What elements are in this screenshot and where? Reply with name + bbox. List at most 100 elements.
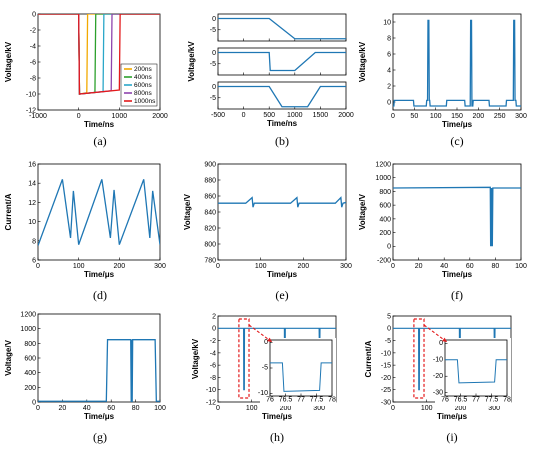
c-caption: (c) xyxy=(450,134,463,148)
e-xtick-label-3: 300 xyxy=(340,263,352,270)
a-xtick-label-2: 1000 xyxy=(112,113,128,120)
a-legend-label-3: 800ns xyxy=(134,90,152,97)
f-xtick-label-4: 80 xyxy=(492,263,500,270)
f-xtick-label-0: 0 xyxy=(391,263,395,270)
a-legend-label-4: 1000ns xyxy=(134,98,156,105)
b-panel0-ytick-label-1: -5 xyxy=(210,27,216,34)
h-inset-ytick-label-0: 0 xyxy=(264,339,268,346)
e-ylabel: Voltage/V xyxy=(183,193,192,230)
i-ytick-label-7: -30 xyxy=(381,399,391,406)
c-ytick-label-0: 0 xyxy=(387,99,391,106)
i-inset-series-0 xyxy=(445,359,507,384)
i-zoom-box xyxy=(413,318,425,399)
e-caption: (e) xyxy=(275,288,288,302)
f-plot-frame xyxy=(392,163,522,261)
g-xtick-label-1: 20 xyxy=(59,405,67,412)
g-series-0 xyxy=(38,339,160,402)
h-xlabel: Time/μs xyxy=(262,412,293,421)
i-inset-ytick-label-0: 0 xyxy=(439,340,443,347)
c-xtick-label-5: 250 xyxy=(494,113,506,120)
c-xtick-label-3: 150 xyxy=(451,113,463,120)
e-xtick-label-2: 200 xyxy=(297,263,309,270)
b-panel2-xtick-label-0: -500 xyxy=(211,112,225,119)
e-plot-frame xyxy=(217,163,347,261)
i-ytick-label-1: 0 xyxy=(387,326,391,333)
b-panel0-plot-frame xyxy=(217,13,347,42)
d-ytick-label-0: 6 xyxy=(32,257,36,264)
c-ytick-label-2: 4 xyxy=(387,67,391,74)
i-inset-bg xyxy=(435,338,511,406)
c-plot-frame xyxy=(392,13,522,111)
a-ytick-label-0: 0 xyxy=(32,11,36,18)
h-ytick-label-7: -12 xyxy=(206,399,216,406)
e-ytick-label-3: 840 xyxy=(204,209,216,216)
g-ytick-label-6: 1200 xyxy=(20,311,36,318)
f-ytick-label-4: 600 xyxy=(379,203,391,210)
i-inset-ytick-label-2: -20 xyxy=(433,373,443,380)
f-ytick-label-6: 1000 xyxy=(375,175,391,182)
d-ytick-label-4: 14 xyxy=(28,181,36,188)
b-ylabel: Voltage/kV xyxy=(187,41,196,82)
h-xtick-label-3: 300 xyxy=(313,405,325,412)
g-ytick-label-3: 600 xyxy=(24,355,36,362)
i-inset-xtick-label-3: 77.5 xyxy=(485,397,499,404)
i-inset-xtick-label-4: 78 xyxy=(503,397,511,404)
g-ytick-label-5: 1000 xyxy=(20,326,36,333)
b-panel1-ytick-label-1: -5 xyxy=(210,61,216,68)
c-ytick-label-3: 6 xyxy=(387,51,391,58)
e-xtick-label-0: 0 xyxy=(216,263,220,270)
f-xtick-label-2: 40 xyxy=(440,263,448,270)
a-series-4 xyxy=(38,14,160,95)
h-zoom-box xyxy=(238,318,250,399)
i-ytick-label-0: 5 xyxy=(387,313,391,320)
a-ytick-label-4: -8 xyxy=(30,75,36,82)
g-ylabel: Voltage/V xyxy=(4,339,13,376)
chart-a: -1000 0 1000 2000 0 -2 -4 -6 -8 -10 -12 Time/ns Volt… xyxy=(4,11,168,148)
d-series-0 xyxy=(38,179,160,246)
e-series-0 xyxy=(218,196,346,208)
h-xtick-label-0: 0 xyxy=(216,405,220,412)
f-ytick-label-1: 0 xyxy=(387,244,391,251)
g-ytick-label-2: 400 xyxy=(24,370,36,377)
f-xlabel: Time/μs xyxy=(442,270,473,279)
g-xtick-label-5: 100 xyxy=(154,405,166,412)
e-series-group xyxy=(218,196,346,208)
chart-d: 0 100 200 300 6 8 10 12 14 16 Time/μs Current/A (d) xyxy=(4,161,166,302)
a-xtick-label-0: -1000 xyxy=(29,113,47,120)
d-xtick-label-2: 200 xyxy=(113,263,125,270)
g-xtick-label-4: 80 xyxy=(132,405,140,412)
c-ytick-label-1: 2 xyxy=(387,83,391,90)
d-xtick-label-1: 100 xyxy=(73,263,85,270)
b-panel2-ytick-label-1: -5 xyxy=(210,95,216,102)
f-xtick-label-1: 20 xyxy=(415,263,423,270)
g-ytick-label-1: 200 xyxy=(24,385,36,392)
e-xlabel: Time/μs xyxy=(267,270,298,279)
d-ylabel: Current/A xyxy=(4,193,13,230)
chart-c: 0 50 100 150 200 250 300 0 2 4 6 8 10 Time/μs Voltage/… xyxy=(358,13,527,148)
h-ytick-label-5: -8 xyxy=(210,375,216,382)
h-ytick-label-3: -4 xyxy=(210,350,216,357)
h-ylabel: Voltage/kV xyxy=(191,338,200,379)
f-ytick-label-7: 1200 xyxy=(375,161,391,168)
b-panel2-xtick-label-1: 0 xyxy=(242,112,246,119)
i-caption: (i) xyxy=(446,430,457,444)
i-zoom-arrow-head xyxy=(442,337,447,342)
i-inset-xtick-label-1: 76.5 xyxy=(454,397,468,404)
h-ytick-label-1: 0 xyxy=(212,326,216,333)
b-panel1-ytick-label-0: 0 xyxy=(212,50,216,57)
c-xtick-label-4: 200 xyxy=(472,113,484,120)
c-xtick-label-2: 100 xyxy=(430,113,442,120)
i-inset-xtick-label-2: 77 xyxy=(472,397,480,404)
b-panel1-series-0 xyxy=(218,51,346,72)
a-ytick-label-2: -4 xyxy=(30,43,36,50)
h-inset-xtick-label-0: 76 xyxy=(266,397,274,404)
a-ytick-label-5: -10 xyxy=(26,91,36,98)
i-ytick-label-2: -5 xyxy=(385,338,391,345)
c-xtick-label-0: 0 xyxy=(391,113,395,120)
a-series-group xyxy=(38,14,160,95)
g-xtick-label-3: 60 xyxy=(107,405,115,412)
g-xtick-label-2: 40 xyxy=(83,405,91,412)
